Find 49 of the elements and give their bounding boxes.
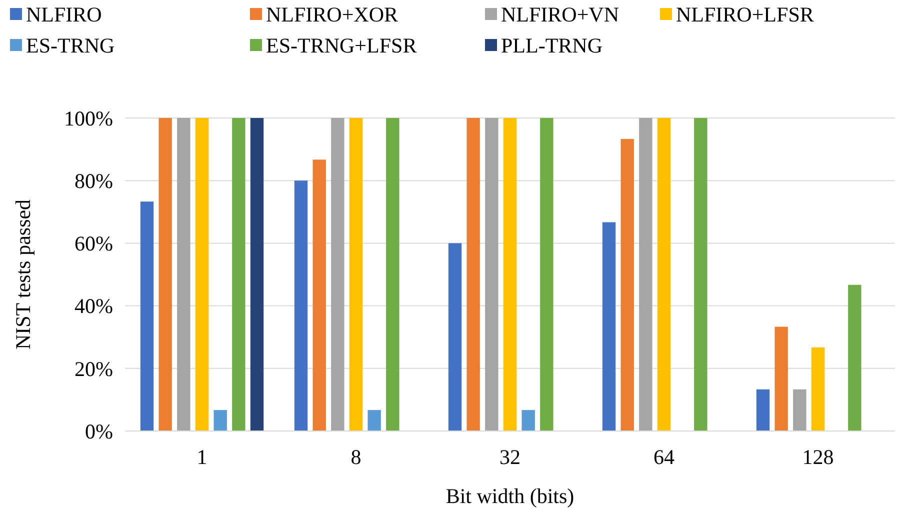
bar: [540, 118, 554, 431]
y-axis-title: NIST tests passed: [11, 198, 35, 350]
bar: [158, 118, 172, 431]
bar: [811, 347, 825, 431]
x-tick-label: 64: [654, 445, 675, 469]
bar: [232, 118, 246, 431]
y-tick-label: 80%: [74, 168, 113, 193]
y-tick-label: 0%: [85, 419, 113, 444]
bar: [793, 389, 806, 431]
bar: [485, 118, 498, 431]
bar: [694, 118, 708, 431]
bar: [294, 180, 308, 431]
legend-label: PLL-TRNG: [501, 33, 602, 58]
bar: [522, 410, 535, 431]
bar: [195, 118, 209, 431]
bar: [331, 118, 344, 431]
bar: [503, 118, 517, 431]
y-tick-label: 60%: [74, 232, 113, 256]
bar: [349, 118, 363, 431]
x-tick-label: 8: [350, 445, 362, 469]
x-tick-label: 32: [500, 445, 520, 469]
x-tick-label: 1: [196, 445, 208, 469]
legend-label: NLFIRO: [26, 2, 102, 26]
legend-label: NLFIRO+LFSR: [676, 2, 814, 26]
bar: [657, 118, 671, 431]
x-axis-title: Bit width (bits): [446, 484, 574, 508]
bar: [312, 160, 326, 431]
legend-label: ES-TRNG: [26, 33, 115, 58]
x-tick-label: 128: [802, 445, 834, 469]
y-tick-label: 100%: [64, 106, 113, 130]
legend-label: NLFIRO+VN: [501, 2, 620, 26]
bar: [386, 118, 400, 431]
y-tick-label: 20%: [74, 356, 113, 381]
bar: [466, 118, 480, 431]
bar: [602, 222, 616, 431]
bar: [140, 202, 154, 431]
bar: [639, 118, 652, 431]
bar: [774, 326, 788, 431]
bar: [448, 243, 462, 431]
bar: [620, 138, 634, 431]
bar: [368, 410, 381, 431]
bar: [756, 389, 770, 431]
bar: [214, 410, 227, 431]
bar: [250, 118, 264, 431]
legend-label: ES-TRNG+LFSR: [266, 33, 417, 58]
bar: [848, 284, 862, 431]
bar: [177, 118, 190, 431]
legend-label: NLFIRO+XOR: [266, 2, 398, 26]
y-tick-label: 40%: [74, 294, 113, 318]
